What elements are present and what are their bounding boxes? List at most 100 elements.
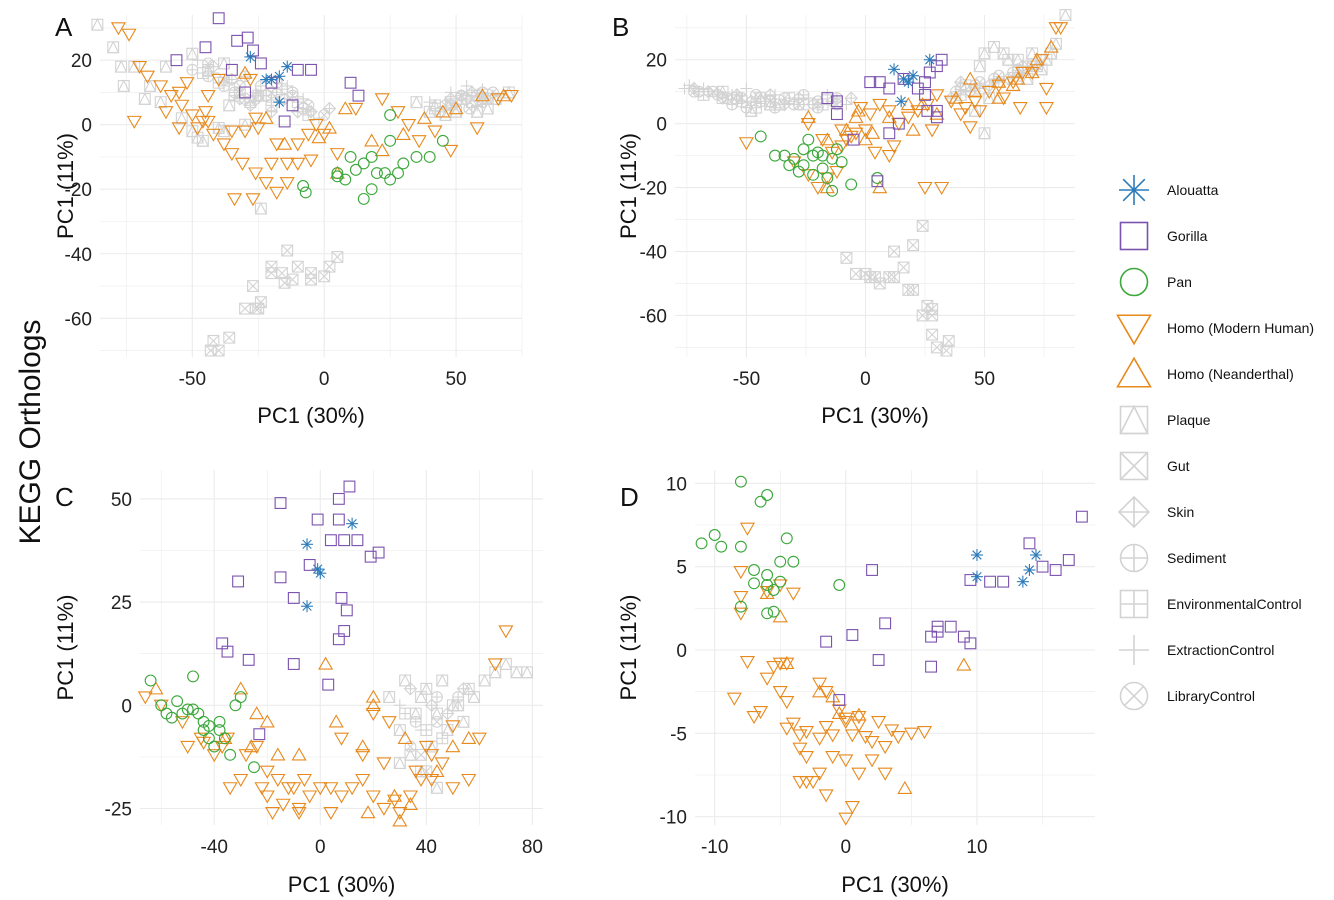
point-gorilla bbox=[324, 534, 337, 547]
point-alouatta bbox=[888, 63, 901, 76]
legend-key-homo-modern-human bbox=[1116, 314, 1152, 346]
point-homo-modern-human bbox=[877, 767, 893, 781]
y-axis-label: PC1 (11%) bbox=[616, 133, 641, 239]
point-librarycontrol bbox=[476, 96, 489, 109]
point-gorilla bbox=[274, 497, 287, 509]
point-homo-modern-human bbox=[348, 102, 364, 116]
panel-label: A bbox=[55, 12, 73, 42]
point-gorilla bbox=[253, 728, 266, 741]
point-pan bbox=[165, 711, 178, 724]
point-alouatta bbox=[1029, 549, 1042, 561]
point-homo-modern-human bbox=[929, 89, 945, 103]
point-gorilla bbox=[352, 89, 365, 102]
point-homo-modern-human bbox=[886, 140, 902, 154]
point-sediment bbox=[430, 691, 443, 703]
point-environmentalcontrol bbox=[436, 732, 449, 745]
point-homo-neanderthal bbox=[819, 132, 835, 146]
point-gut bbox=[239, 302, 252, 315]
point-homo-modern-human bbox=[972, 105, 988, 119]
point-gut bbox=[281, 244, 294, 257]
point-homo-modern-human bbox=[857, 731, 874, 745]
point-homo-modern-human bbox=[738, 137, 754, 151]
point-gorilla bbox=[343, 480, 356, 493]
x-tick-label: -40 bbox=[201, 837, 228, 858]
point-environmentalcontrol bbox=[276, 83, 288, 96]
legend-key-homo-neanderthal bbox=[1116, 356, 1152, 388]
point-pan bbox=[365, 183, 378, 196]
point-homo-modern-human bbox=[810, 181, 826, 195]
point-homo-modern-human bbox=[792, 776, 808, 790]
point-homo-modern-human bbox=[815, 134, 831, 148]
point-extractioncontrol bbox=[415, 724, 428, 737]
point-homo-neanderthal bbox=[392, 813, 408, 827]
point-gorilla bbox=[944, 620, 957, 633]
point-pan bbox=[715, 540, 728, 553]
point-homo-modern-human bbox=[411, 135, 427, 149]
point-homo-modern-human bbox=[779, 722, 795, 736]
point-homo-neanderthal bbox=[948, 90, 964, 104]
point-extractioncontrol bbox=[191, 54, 204, 67]
point-pan bbox=[392, 167, 404, 180]
point-homo-modern-human bbox=[158, 106, 174, 120]
point-homo-modern-human bbox=[1015, 66, 1031, 80]
point-homo-modern-human bbox=[851, 711, 867, 725]
point-homo-neanderthal bbox=[355, 739, 371, 753]
point-homo-modern-human bbox=[211, 73, 227, 87]
point-gorilla bbox=[964, 574, 977, 586]
point-homo-modern-human bbox=[503, 90, 520, 104]
point-homo-modern-human bbox=[275, 798, 291, 812]
point-pan bbox=[331, 170, 344, 183]
point-homo-modern-human bbox=[238, 749, 254, 763]
point-homo-modern-human bbox=[245, 193, 261, 207]
point-homo-modern-human bbox=[329, 148, 345, 162]
point-plaque bbox=[414, 690, 428, 703]
point-gorilla bbox=[1049, 564, 1062, 576]
point-homo-modern-human bbox=[800, 118, 816, 132]
point-homo-modern-human bbox=[805, 776, 821, 790]
point-homo-modern-human bbox=[798, 726, 815, 740]
point-homo-modern-human bbox=[290, 138, 306, 152]
point-homo-modern-human bbox=[739, 656, 756, 670]
point-homo-neanderthal bbox=[237, 65, 253, 79]
point-homo-modern-human bbox=[171, 86, 187, 100]
legend-item-extractioncontrol: ExtractionControl bbox=[1119, 635, 1274, 665]
point-gut bbox=[286, 273, 299, 286]
point-pan bbox=[213, 724, 226, 737]
point-pan bbox=[780, 532, 793, 545]
point-pan bbox=[792, 165, 805, 178]
point-pan bbox=[187, 670, 199, 683]
point-homo-modern-human bbox=[445, 782, 461, 796]
point-pan bbox=[197, 715, 210, 728]
point-pan bbox=[224, 748, 237, 761]
point-plaque bbox=[520, 665, 534, 679]
point-gorilla bbox=[335, 592, 348, 604]
point-alouatta bbox=[1023, 564, 1036, 576]
point-homo-modern-human bbox=[163, 90, 179, 104]
point-gorilla bbox=[925, 630, 938, 643]
point-homo-neanderthal bbox=[991, 90, 1007, 104]
point-homo-neanderthal bbox=[1043, 39, 1059, 53]
point-plaque bbox=[254, 201, 268, 215]
point-homo-modern-human bbox=[132, 60, 148, 75]
x-tick-label: 80 bbox=[522, 837, 543, 858]
point-homo-modern-human bbox=[333, 790, 350, 804]
legend-item-librarycontrol: LibraryControl bbox=[1119, 681, 1255, 711]
point-extractioncontrol bbox=[678, 82, 691, 95]
point-extractioncontrol bbox=[423, 96, 436, 109]
point-alouatta bbox=[970, 570, 983, 583]
point-pan bbox=[378, 167, 391, 180]
point-homo-modern-human bbox=[996, 92, 1012, 106]
point-homo-modern-human bbox=[445, 720, 461, 734]
point-homo-modern-human bbox=[957, 102, 974, 116]
point-gorilla bbox=[919, 88, 931, 101]
point-homo-neanderthal bbox=[991, 74, 1007, 88]
point-plaque bbox=[393, 723, 407, 737]
series-homo-neanderthal bbox=[759, 585, 972, 794]
point-pan bbox=[695, 537, 708, 550]
point-pan bbox=[218, 732, 231, 745]
point-librarycontrol bbox=[973, 76, 986, 89]
series-homo-neanderthal bbox=[800, 39, 1059, 194]
point-pan bbox=[397, 157, 410, 170]
point-gorilla bbox=[997, 575, 1010, 588]
y-tick-label: -40 bbox=[640, 243, 667, 264]
